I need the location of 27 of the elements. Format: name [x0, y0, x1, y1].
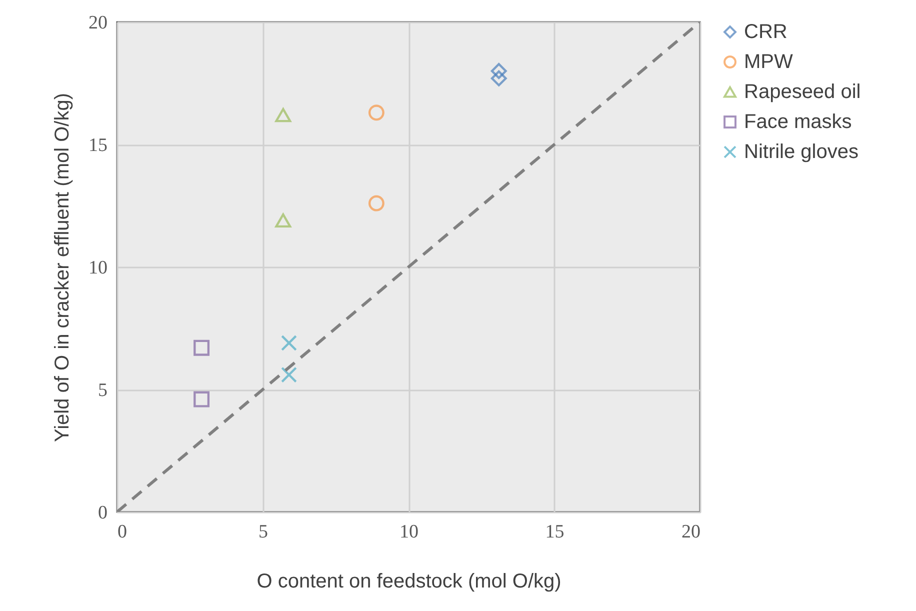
point	[280, 334, 297, 351]
point	[280, 366, 297, 383]
point	[275, 213, 292, 228]
point	[194, 391, 210, 408]
y-axis-title: Yield of O in cracker effluent (mol O/kg)	[52, 92, 74, 442]
legend-label: CRR	[744, 21, 788, 43]
point	[368, 104, 384, 121]
x-tick-label: 5	[258, 522, 268, 542]
point	[194, 340, 210, 356]
point	[275, 108, 292, 122]
legend-label: MPW	[744, 51, 793, 73]
point	[490, 63, 507, 79]
y-tick-label: 15	[88, 135, 108, 156]
y-tick-label: 20	[88, 12, 108, 34]
y-tick-label: 0	[98, 502, 108, 524]
legend-label: Nitrile gloves	[744, 141, 858, 163]
x-tick-label: 15	[545, 522, 564, 542]
legend-label: Rapeseed oil	[744, 81, 861, 103]
x-tick-label: 20	[682, 522, 700, 542]
y-tick-label: 5	[98, 380, 108, 401]
legend-label: Face masks	[744, 111, 852, 133]
y-tick-label: 10	[88, 258, 108, 278]
x-tick-label: 10	[400, 522, 418, 542]
point	[490, 70, 507, 86]
x-tick-label: 0	[118, 522, 127, 542]
point	[368, 195, 384, 212]
x-axis-title: O content on feedstock (mol O/kg)	[256, 570, 562, 592]
